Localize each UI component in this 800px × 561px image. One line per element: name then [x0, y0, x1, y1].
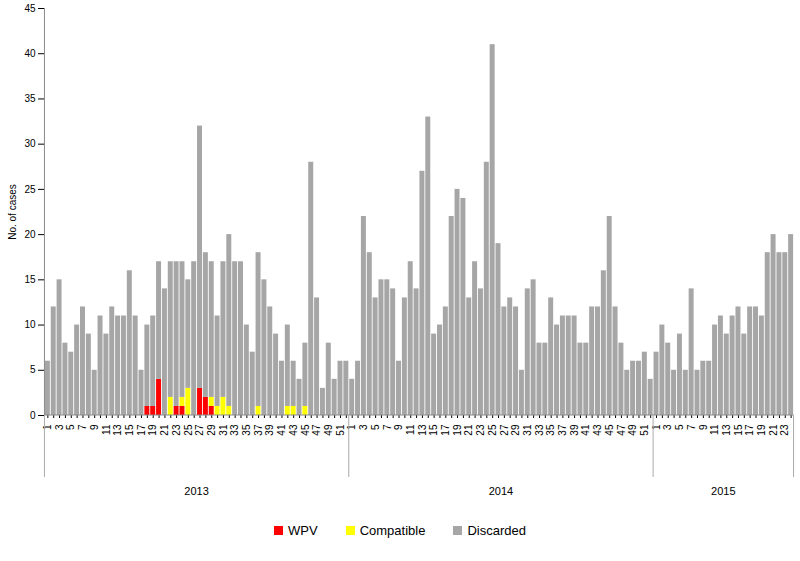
svg-text:5: 5 — [30, 364, 36, 375]
svg-text:13: 13 — [112, 424, 123, 436]
svg-text:15: 15 — [428, 424, 439, 436]
svg-text:2013: 2013 — [184, 485, 208, 497]
svg-text:15: 15 — [24, 274, 36, 285]
svg-text:2014: 2014 — [489, 485, 513, 497]
svg-text:37: 37 — [253, 424, 264, 436]
svg-text:41: 41 — [276, 424, 287, 436]
svg-text:No. of cases: No. of cases — [7, 184, 18, 240]
html-text:Compatible: Compatible — [359, 523, 426, 538]
svg-text:19: 19 — [147, 424, 158, 436]
svg-text:10: 10 — [24, 319, 36, 330]
svg-text:45: 45 — [604, 424, 615, 436]
svg-text:15: 15 — [733, 424, 744, 436]
svg-text:21: 21 — [159, 424, 170, 436]
svg-text:27: 27 — [194, 424, 205, 436]
svg-text:39: 39 — [569, 424, 580, 436]
svg-text:29: 29 — [206, 424, 217, 436]
svg-text:33: 33 — [229, 424, 240, 436]
svg-text:45: 45 — [300, 424, 311, 436]
svg-text:20: 20 — [24, 229, 36, 240]
svg-text:43: 43 — [592, 424, 603, 436]
svg-text:0: 0 — [30, 410, 36, 421]
svg-text:17: 17 — [136, 424, 147, 436]
svg-text:40: 40 — [24, 48, 36, 59]
svg-text:30: 30 — [24, 138, 36, 149]
svg-text:47: 47 — [616, 424, 627, 436]
svg-text:23: 23 — [171, 424, 182, 436]
svg-text:25: 25 — [487, 424, 498, 436]
svg-text:41: 41 — [580, 424, 591, 436]
svg-text:51: 51 — [639, 424, 650, 436]
svg-text:35: 35 — [545, 424, 556, 436]
svg-text:1: 1 — [42, 424, 53, 430]
svg-text:17: 17 — [440, 424, 451, 436]
html-text:WPV: WPV — [288, 523, 318, 538]
svg-text:19: 19 — [452, 424, 463, 436]
svg-text:37: 37 — [557, 424, 568, 436]
svg-text:19: 19 — [756, 424, 767, 436]
svg-text:29: 29 — [510, 424, 521, 436]
svg-text:3: 3 — [358, 424, 369, 430]
svg-text:11: 11 — [709, 424, 720, 435]
svg-text:47: 47 — [311, 424, 322, 436]
svg-text:35: 35 — [24, 93, 36, 104]
svg-text:9: 9 — [393, 424, 404, 430]
svg-text:49: 49 — [323, 424, 334, 436]
svg-text:23: 23 — [779, 424, 790, 436]
svg-text:31: 31 — [522, 424, 533, 436]
svg-text:15: 15 — [124, 424, 135, 436]
svg-text:11: 11 — [101, 424, 112, 435]
svg-text:43: 43 — [288, 424, 299, 436]
svg-text:25: 25 — [24, 184, 36, 195]
svg-text:13: 13 — [417, 424, 428, 436]
svg-text:31: 31 — [218, 424, 229, 436]
svg-text:2015: 2015 — [711, 485, 735, 497]
svg-text:5: 5 — [65, 424, 76, 430]
svg-text:7: 7 — [382, 424, 393, 430]
svg-text:33: 33 — [534, 424, 545, 436]
svg-text:11: 11 — [405, 424, 416, 435]
svg-text:1: 1 — [651, 424, 662, 430]
svg-text:39: 39 — [264, 424, 275, 436]
svg-text:23: 23 — [475, 424, 486, 436]
svg-text:35: 35 — [241, 424, 252, 436]
svg-text:9: 9 — [89, 424, 100, 430]
svg-text:27: 27 — [499, 424, 510, 436]
html-text:Discarded: Discarded — [467, 523, 526, 538]
svg-text:3: 3 — [54, 424, 65, 430]
svg-text:5: 5 — [674, 424, 685, 430]
svg-text:21: 21 — [463, 424, 474, 436]
svg-text:7: 7 — [77, 424, 88, 430]
svg-text:17: 17 — [744, 424, 755, 436]
svg-text:21: 21 — [768, 424, 779, 436]
svg-text:51: 51 — [335, 424, 346, 436]
svg-text:49: 49 — [627, 424, 638, 436]
svg-text:13: 13 — [721, 424, 732, 436]
svg-text:9: 9 — [698, 424, 709, 430]
svg-text:1: 1 — [346, 424, 357, 430]
svg-text:3: 3 — [662, 424, 673, 430]
svg-text:45: 45 — [24, 3, 36, 14]
svg-text:25: 25 — [183, 424, 194, 436]
svg-text:7: 7 — [686, 424, 697, 430]
svg-text:5: 5 — [370, 424, 381, 430]
